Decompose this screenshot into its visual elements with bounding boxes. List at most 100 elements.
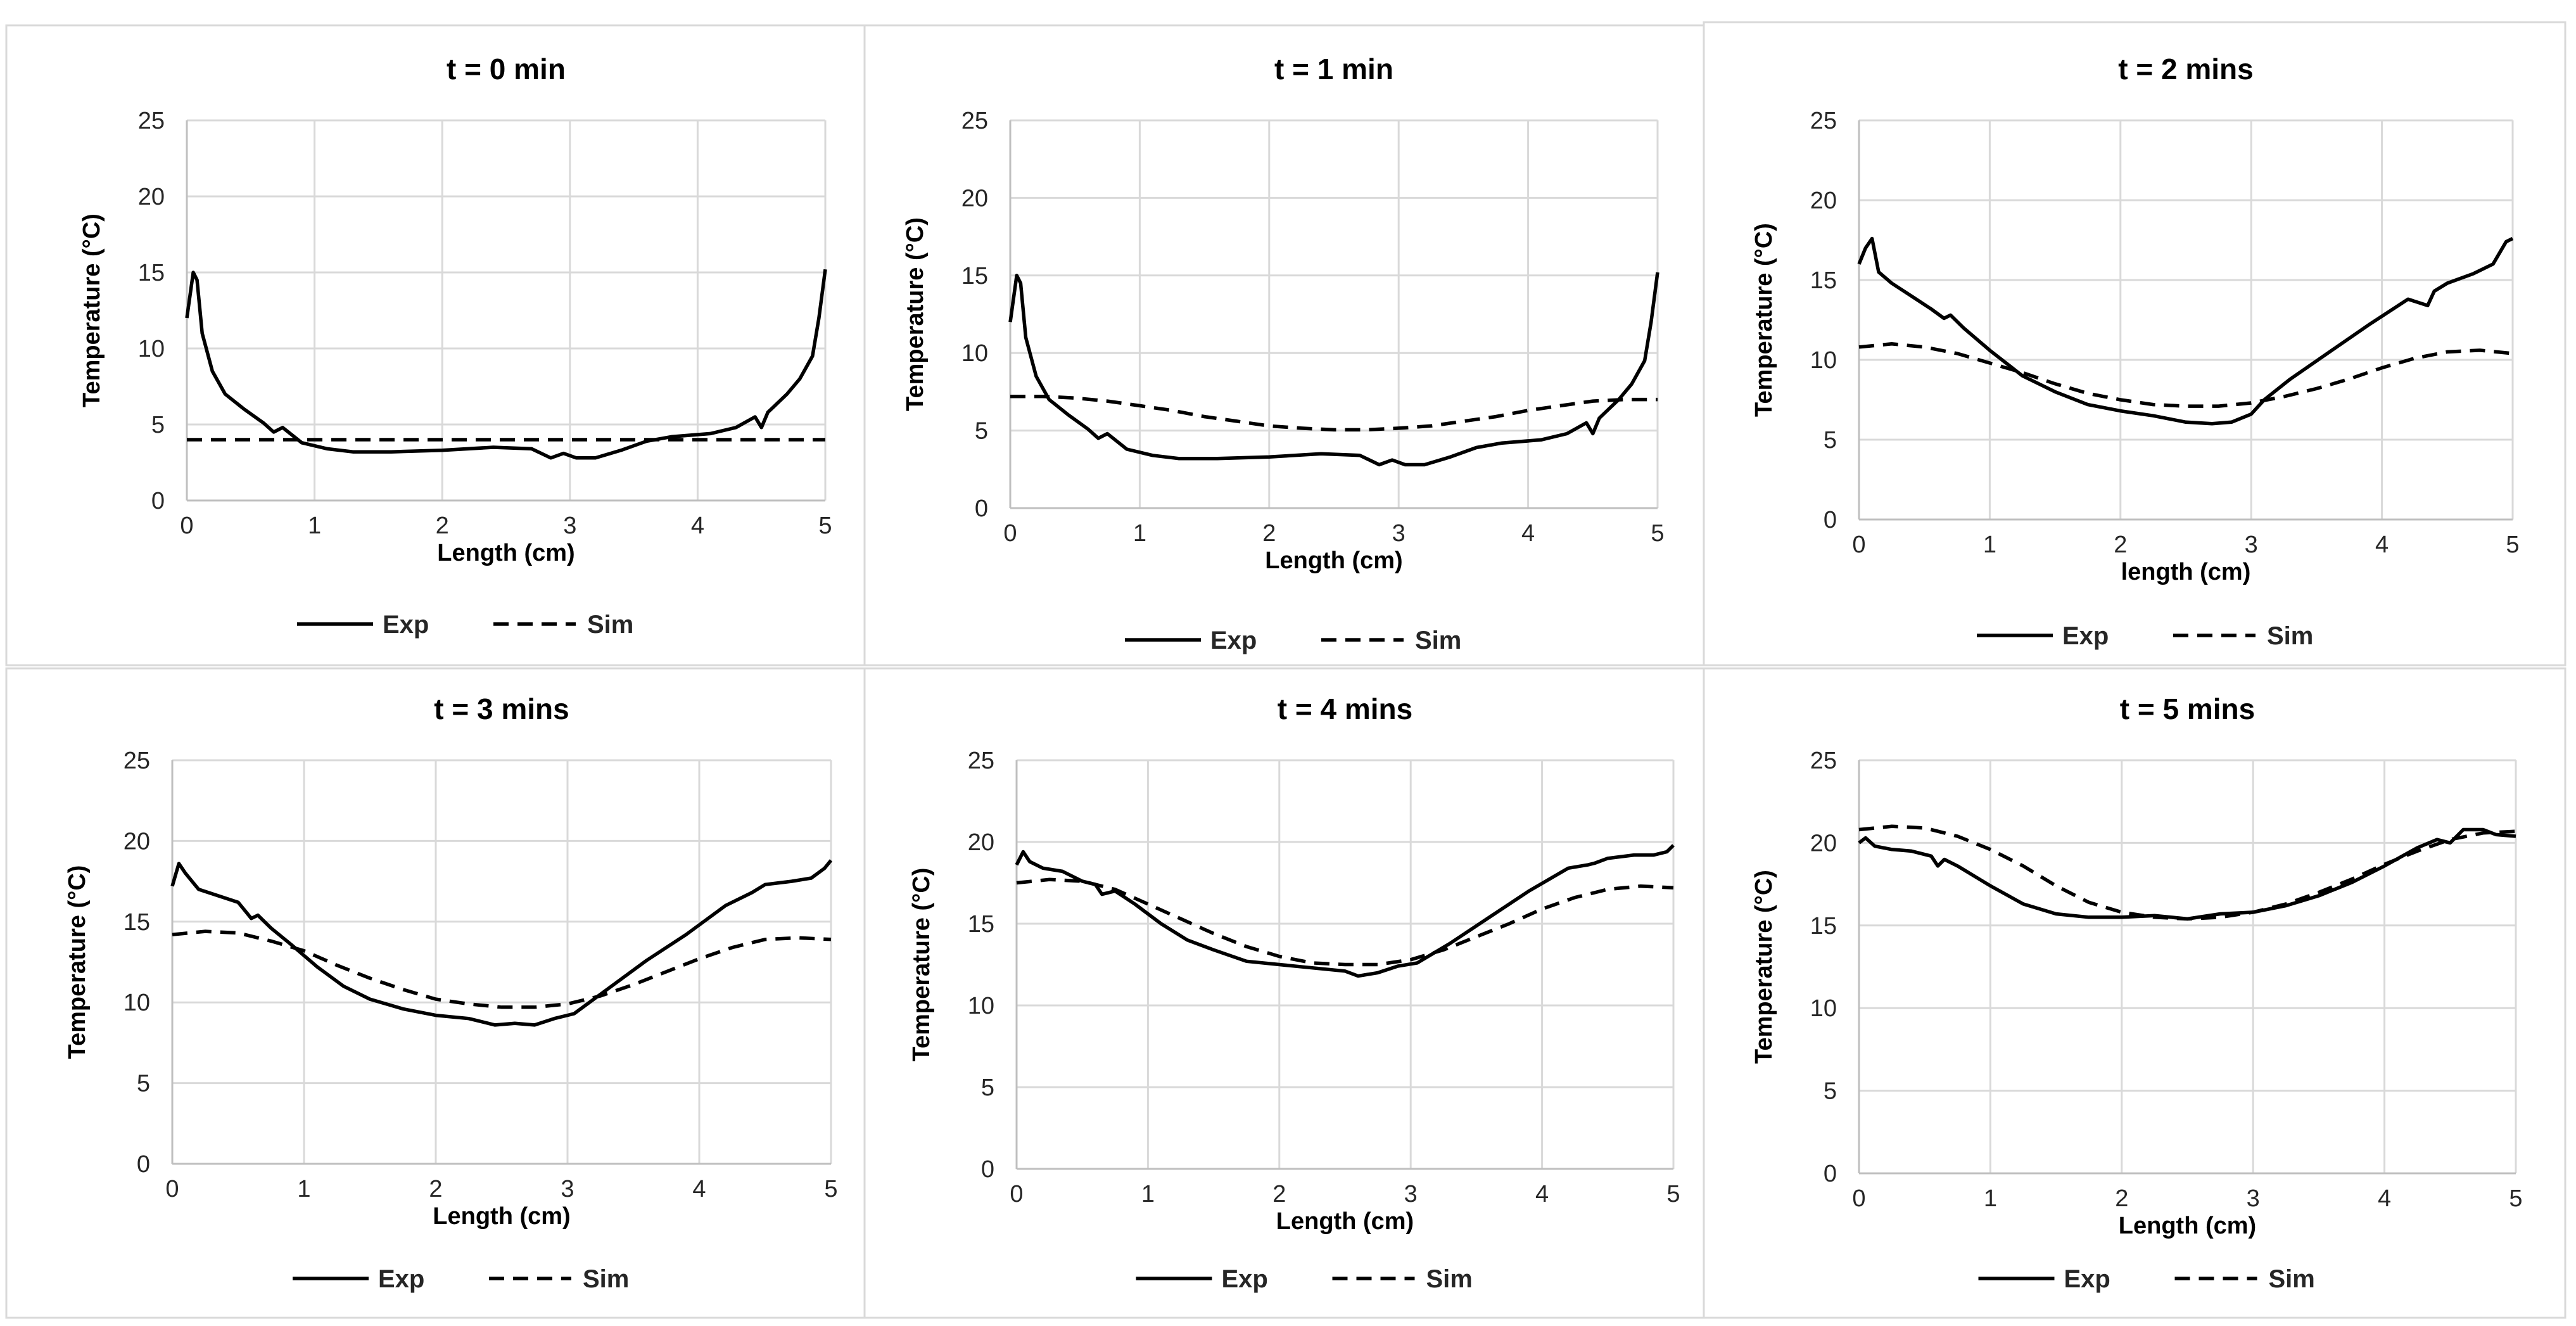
y-tick-label: 10 — [1810, 347, 1837, 374]
y-tick-label: 15 — [1810, 913, 1837, 940]
x-tick-label: 5 — [2506, 532, 2519, 558]
x-tick-label: 0 — [1852, 1185, 1865, 1212]
legend-label-sim: Sim — [2267, 622, 2313, 650]
x-tick-label: 4 — [1521, 520, 1535, 547]
y-tick-label: 5 — [981, 1074, 994, 1101]
x-tick-label: 0 — [1852, 532, 1865, 558]
chart-title: t = 2 mins — [2118, 53, 2253, 86]
legend-label-exp: Exp — [1222, 1265, 1268, 1293]
x-tick-label: 4 — [692, 1176, 706, 1202]
x-tick-label: 4 — [2375, 532, 2389, 558]
panel-frame — [863, 667, 1705, 1319]
x-tick-label: 4 — [691, 513, 704, 539]
y-tick-label: 25 — [138, 108, 165, 134]
x-axis-label: Length (cm) — [2119, 1213, 2256, 1239]
y-tick-label: 5 — [1824, 427, 1837, 454]
y-tick-label: 10 — [138, 336, 165, 362]
legend-label-exp: Exp — [383, 611, 429, 639]
y-tick-label: 5 — [975, 418, 988, 445]
legend-label-exp: Exp — [1210, 627, 1257, 654]
y-tick-label: 25 — [1810, 108, 1837, 134]
x-tick-label: 2 — [2114, 532, 2127, 558]
y-tick-label: 0 — [981, 1156, 994, 1183]
legend-label-exp: Exp — [2064, 1265, 2110, 1293]
y-tick-label: 20 — [1810, 830, 1837, 857]
y-tick-label: 25 — [124, 748, 150, 774]
series-line-sim — [1858, 342, 2513, 408]
x-tick-label: 0 — [165, 1176, 179, 1202]
x-axis-label: Length (cm) — [1265, 547, 1402, 574]
y-tick-label: 20 — [968, 829, 994, 856]
legend-label-sim: Sim — [1426, 1265, 1473, 1293]
legend-label-sim: Sim — [587, 611, 633, 639]
y-axis-label: Temperature (°C) — [1751, 870, 1777, 1064]
chart-panel-6: 0 1 2 3 4 5 0 5 10 15 20 25 t = 5 mins Length (cm) Tem… — [1703, 667, 2566, 1319]
x-tick-label: 3 — [1392, 520, 1405, 547]
chart-panel-3: 0 1 2 3 4 5 0 5 10 15 20 25 t = 2 mins length (cm) Tem… — [1703, 21, 2566, 666]
y-axis-label: Temperature (°C) — [902, 217, 929, 411]
series-line-sim — [1016, 877, 1674, 967]
y-tick-label: 15 — [138, 260, 165, 286]
x-tick-label: 4 — [1535, 1181, 1549, 1208]
y-tick-label: 10 — [124, 990, 150, 1016]
chart-title: t = 4 mins — [1278, 692, 1412, 725]
y-tick-label: 0 — [1824, 1161, 1837, 1187]
legend-label-exp: Exp — [378, 1265, 424, 1293]
x-tick-label: 2 — [2115, 1185, 2128, 1212]
chart-title: t = 5 mins — [2120, 692, 2255, 725]
x-tick-label: 2 — [429, 1176, 442, 1202]
y-tick-label: 0 — [137, 1151, 150, 1178]
x-tick-label: 5 — [2509, 1185, 2522, 1212]
y-tick-label: 0 — [975, 495, 988, 522]
legend: Exp Sim — [1125, 627, 1461, 654]
legend: Exp Sim — [297, 611, 633, 639]
y-tick-label: 20 — [124, 828, 150, 855]
x-tick-label: 1 — [308, 513, 321, 539]
series-line-exp — [170, 859, 833, 1027]
x-axis-label: length (cm) — [2121, 559, 2251, 585]
y-tick-label: 25 — [968, 748, 994, 774]
legend: Exp Sim — [1136, 1265, 1473, 1293]
series-line-sim — [1010, 394, 1658, 432]
x-tick-label: 1 — [1984, 1185, 1997, 1212]
x-tick-label: 5 — [824, 1176, 837, 1202]
panel-frame — [863, 24, 1705, 666]
chart-panel-4: 0 1 2 3 4 5 0 5 10 15 20 25 t = 3 mins Length (cm) Tem… — [5, 667, 866, 1319]
panel-frame — [1703, 667, 2566, 1319]
x-axis-label: Length (cm) — [437, 540, 574, 566]
x-tick-label: 3 — [563, 513, 576, 539]
chart-panel-2: 0 1 2 3 4 5 0 5 10 15 20 25 t = 1 min Length (cm) Temp… — [863, 24, 1705, 666]
legend: Exp Sim — [1977, 622, 2313, 650]
y-tick-label: 15 — [961, 263, 988, 290]
x-axis-label: Length (cm) — [433, 1203, 570, 1230]
x-tick-label: 1 — [1133, 520, 1146, 547]
legend-label-sim: Sim — [2269, 1265, 2315, 1293]
x-tick-label: 4 — [2378, 1185, 2391, 1212]
series-line-exp — [1857, 236, 2514, 426]
x-tick-label: 1 — [297, 1176, 310, 1202]
x-tick-label: 1 — [1141, 1181, 1155, 1208]
x-axis-label: Length (cm) — [1276, 1208, 1414, 1235]
y-tick-label: 5 — [1824, 1078, 1837, 1105]
legend-label-sim: Sim — [583, 1265, 629, 1293]
chart-title: t = 0 min — [447, 53, 566, 86]
y-axis-label: Temperature (°C) — [1751, 223, 1777, 417]
chart-panel-5: 0 1 2 3 4 5 0 5 10 15 20 25 t = 4 mins Length (cm) Tem… — [863, 667, 1705, 1319]
y-tick-label: 20 — [1810, 188, 1837, 214]
x-tick-label: 0 — [180, 513, 193, 539]
y-tick-label: 10 — [1810, 995, 1837, 1022]
x-tick-label: 3 — [1404, 1181, 1418, 1208]
y-tick-label: 5 — [137, 1071, 150, 1097]
series-line-exp — [1015, 844, 1675, 978]
y-tick-label: 10 — [961, 340, 988, 367]
x-tick-label: 5 — [1651, 520, 1664, 547]
y-axis-label: Temperature (°C) — [908, 868, 935, 1062]
y-tick-label: 20 — [961, 185, 988, 212]
x-tick-label: 3 — [2245, 532, 2258, 558]
chart-title: t = 1 min — [1274, 53, 1393, 86]
x-tick-label: 0 — [1003, 520, 1017, 547]
y-tick-label: 20 — [138, 184, 165, 210]
x-tick-label: 3 — [561, 1176, 574, 1202]
y-tick-label: 25 — [1810, 748, 1837, 774]
x-tick-label: 0 — [1010, 1181, 1023, 1208]
